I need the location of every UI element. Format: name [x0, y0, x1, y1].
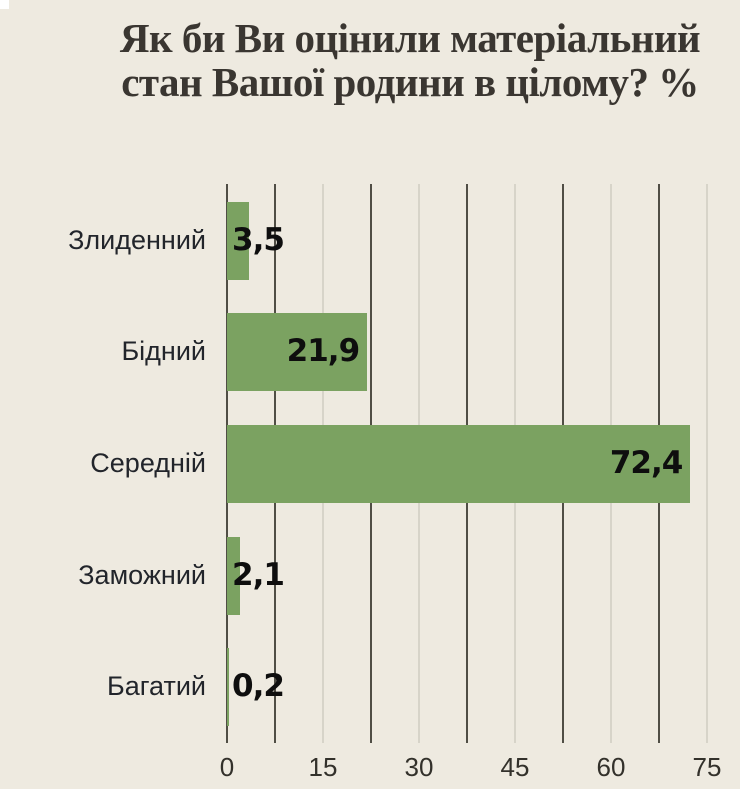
value-label: 0,2	[232, 668, 285, 705]
category-label: Середній	[90, 448, 206, 478]
x-axis-tick-label: 75	[692, 752, 722, 782]
x-axis-tick-label: 0	[219, 752, 235, 782]
x-axis-tick-label: 30	[404, 752, 434, 782]
bar-Багатий	[227, 648, 229, 727]
value-label: 2,1	[232, 556, 285, 593]
bar-Бідний	[227, 313, 368, 392]
category-label: Бідний	[121, 336, 206, 367]
gridline	[706, 184, 708, 743]
category-label: Заможний	[78, 559, 206, 590]
value-label: 72,4	[609, 445, 684, 481]
bar-Середній	[227, 425, 691, 503]
category-label: Злиденний	[68, 224, 206, 255]
bar-Злиденний	[227, 201, 250, 280]
value-label: 21,9	[286, 333, 361, 370]
x-axis-tick-label: 15	[308, 752, 338, 782]
category-label: Багатий	[107, 671, 206, 702]
bar-Заможний	[227, 536, 241, 615]
corner-artifact	[0, 0, 9, 9]
value-label: 3,5	[232, 221, 285, 258]
chart-title-line2: стан Вашої родини в цілому? %	[121, 59, 699, 105]
chart-title: Як би Ви оцінили матеріальний стан Вашої…	[88, 16, 732, 104]
x-axis-tick-label: 60	[596, 752, 626, 782]
x-axis-tick-label: 45	[500, 752, 530, 782]
chart-title-line1: Як би Ви оцінили матеріальний	[119, 15, 701, 61]
